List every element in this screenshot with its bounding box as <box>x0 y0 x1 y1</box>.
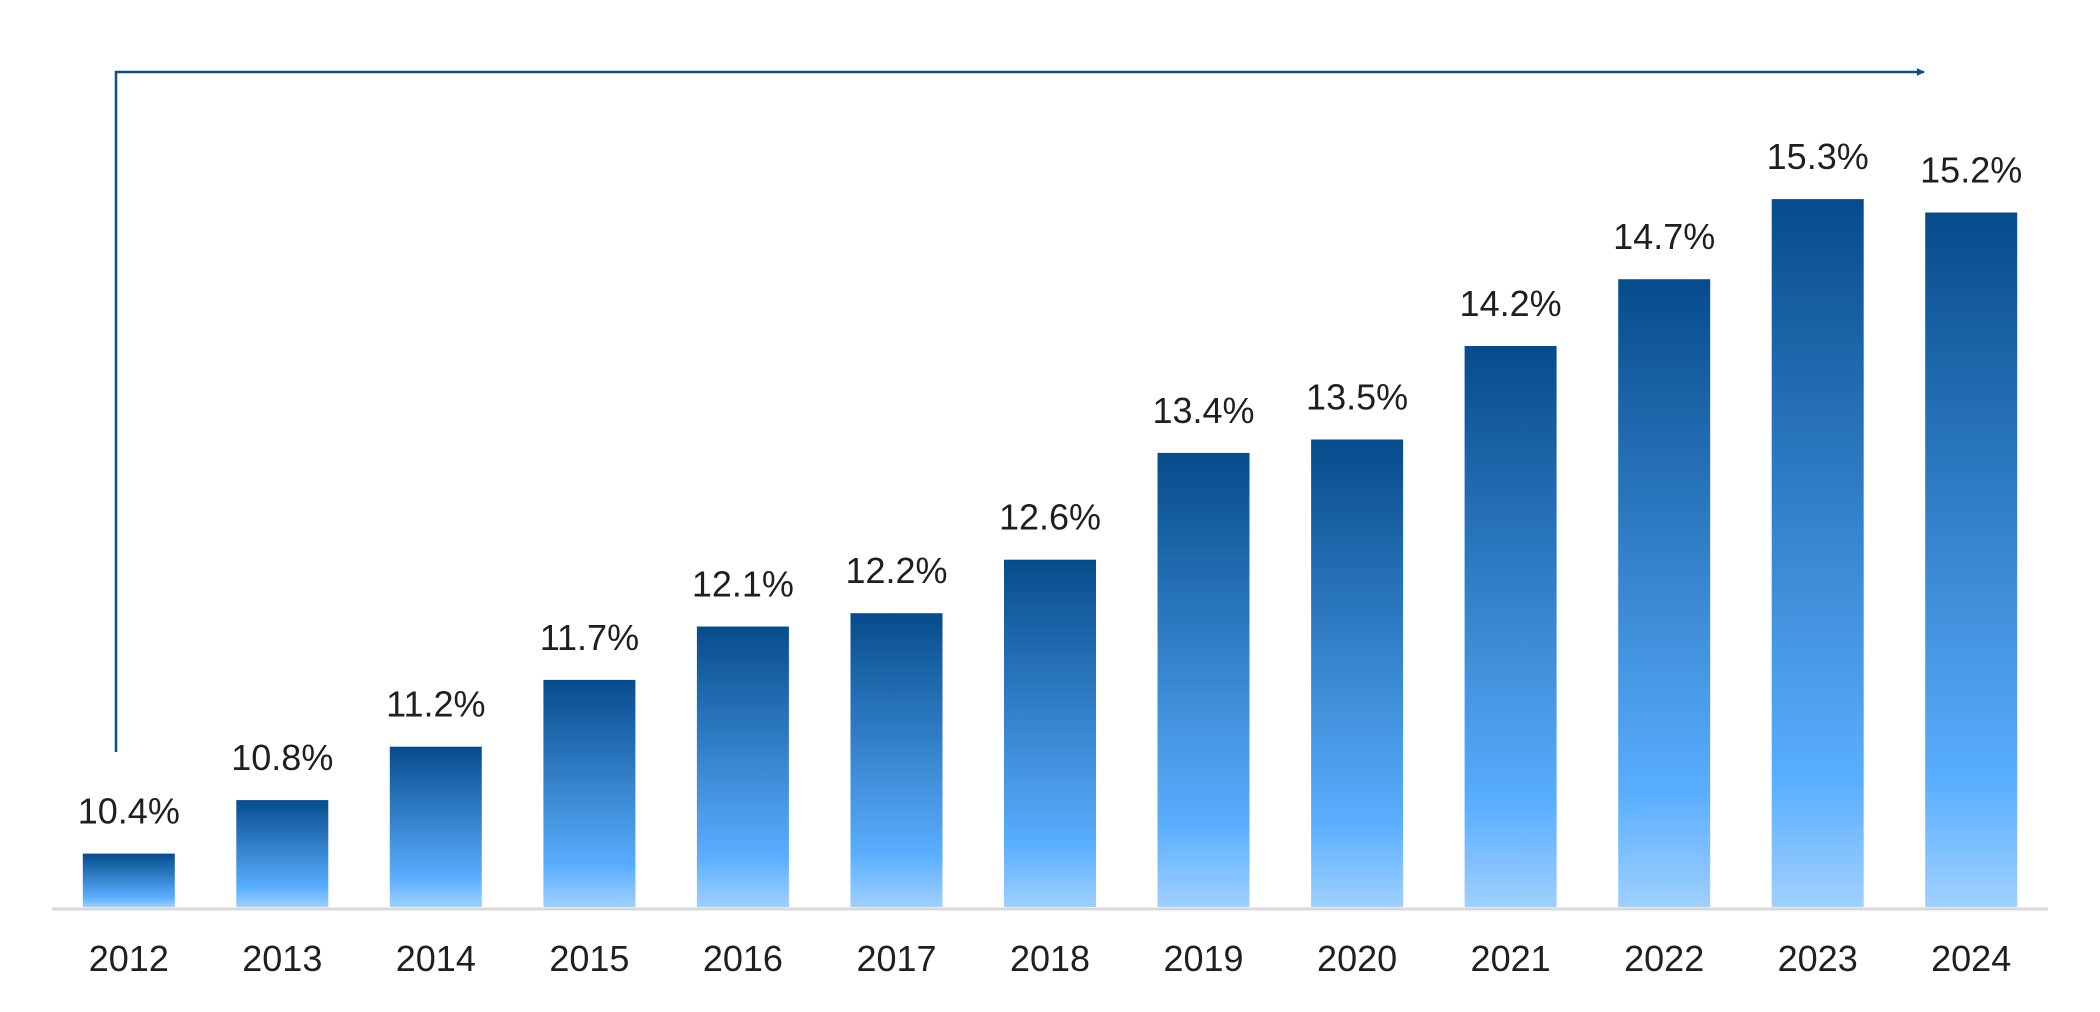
bars-group <box>82 199 2018 908</box>
x-tick-label-2020: 2020 <box>1317 938 1397 979</box>
data-label-2019: 13.4% <box>1152 390 1254 431</box>
x-tick-label-2017: 2017 <box>856 938 936 979</box>
x-tick-label-2021: 2021 <box>1471 938 1551 979</box>
bar-2018 <box>1004 559 1096 907</box>
x-tick-label-2024: 2024 <box>1931 938 2011 979</box>
data-label-2018: 12.6% <box>999 497 1101 538</box>
data-label-2024: 15.2% <box>1920 150 2022 191</box>
x-tick-label-2019: 2019 <box>1163 938 1243 979</box>
x-tick-label-2018: 2018 <box>1010 938 1090 979</box>
bar-2020 <box>1311 439 1404 907</box>
bar-2015 <box>543 679 636 907</box>
bar-2024 <box>1925 212 2018 907</box>
data-label-2014: 11.2% <box>386 684 485 725</box>
x-tick-label-2015: 2015 <box>549 938 629 979</box>
bar-2012 <box>82 853 175 907</box>
x-tick-label-2023: 2023 <box>1778 938 1858 979</box>
bar-2017 <box>850 613 943 907</box>
x-tick-label-2014: 2014 <box>396 938 476 979</box>
bar-2023 <box>1771 199 1864 908</box>
x-axis-tick-labels: 2012 2013 2014 2015 2016 2017 2018 2019 2020 2021… <box>89 938 2011 979</box>
bar-2022 <box>1618 279 1711 907</box>
bar-2016 <box>696 626 789 907</box>
data-label-2022: 14.7% <box>1613 216 1715 257</box>
data-label-2020: 13.5% <box>1306 377 1408 418</box>
data-label-2012: 10.4% <box>78 791 180 832</box>
bar-2014 <box>389 746 482 907</box>
bar-2019 <box>1157 452 1250 907</box>
value-labels-group: 10.4% 10.8% 11.2% 11.7% 12.1% 12.2% 12.6% 13.4%… <box>78 136 2022 832</box>
data-label-2016: 12.1% <box>692 564 794 605</box>
x-tick-label-2016: 2016 <box>703 938 783 979</box>
data-label-2023: 15.3% <box>1767 136 1869 177</box>
data-label-2021: 14.2% <box>1460 283 1562 324</box>
trend-arrow <box>114 67 1925 752</box>
data-label-2013: 10.8% <box>231 737 333 778</box>
data-label-2015: 11.7% <box>540 617 639 658</box>
data-label-2017: 12.2% <box>845 550 947 591</box>
x-tick-label-2022: 2022 <box>1624 938 1704 979</box>
bar-2013 <box>236 800 329 907</box>
bar-2021 <box>1464 346 1557 907</box>
x-tick-label-2013: 2013 <box>242 938 322 979</box>
x-tick-label-2012: 2012 <box>89 938 169 979</box>
